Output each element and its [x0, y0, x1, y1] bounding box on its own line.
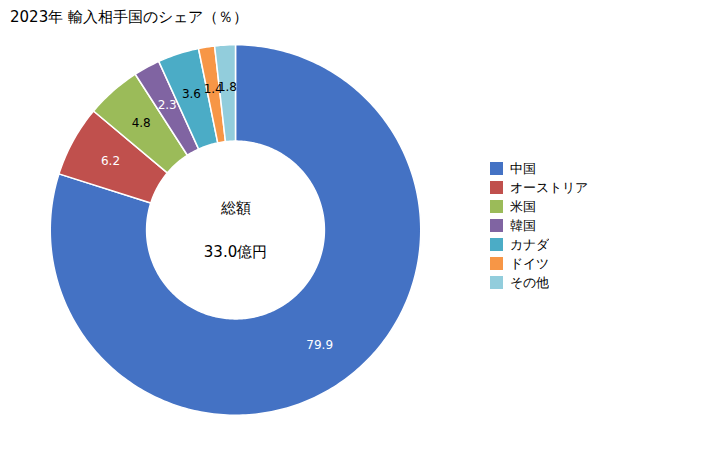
svg-text:2.3: 2.3 [158, 98, 177, 112]
html-text:2023年 輸入相手国のシェア（％）: 2023年 輸入相手国のシェア（％） [10, 8, 248, 26]
svg-text:6.2: 6.2 [101, 154, 120, 168]
html-text:その他: その他 [509, 274, 549, 290]
html-text:オーストリア: オーストリア [509, 179, 588, 195]
html-text:中国: 中国 [509, 160, 536, 176]
svg-text:1.4: 1.4 [203, 82, 223, 96]
svg-text:33.0億円: 33.0億円 [204, 243, 267, 261]
html-text:韓国: 韓国 [509, 217, 536, 233]
svg-text:総額: 総額 [220, 199, 251, 217]
html-text:カナダ: カナダ [509, 236, 549, 252]
html-text:ドイツ: ドイツ [509, 255, 549, 271]
svg-text:79.9: 79.9 [306, 338, 333, 352]
svg-text:4.8: 4.8 [132, 116, 151, 130]
html-text:米国: 米国 [509, 198, 536, 214]
svg-text:1.8: 1.8 [218, 80, 237, 94]
svg-text:3.6: 3.6 [182, 87, 201, 101]
